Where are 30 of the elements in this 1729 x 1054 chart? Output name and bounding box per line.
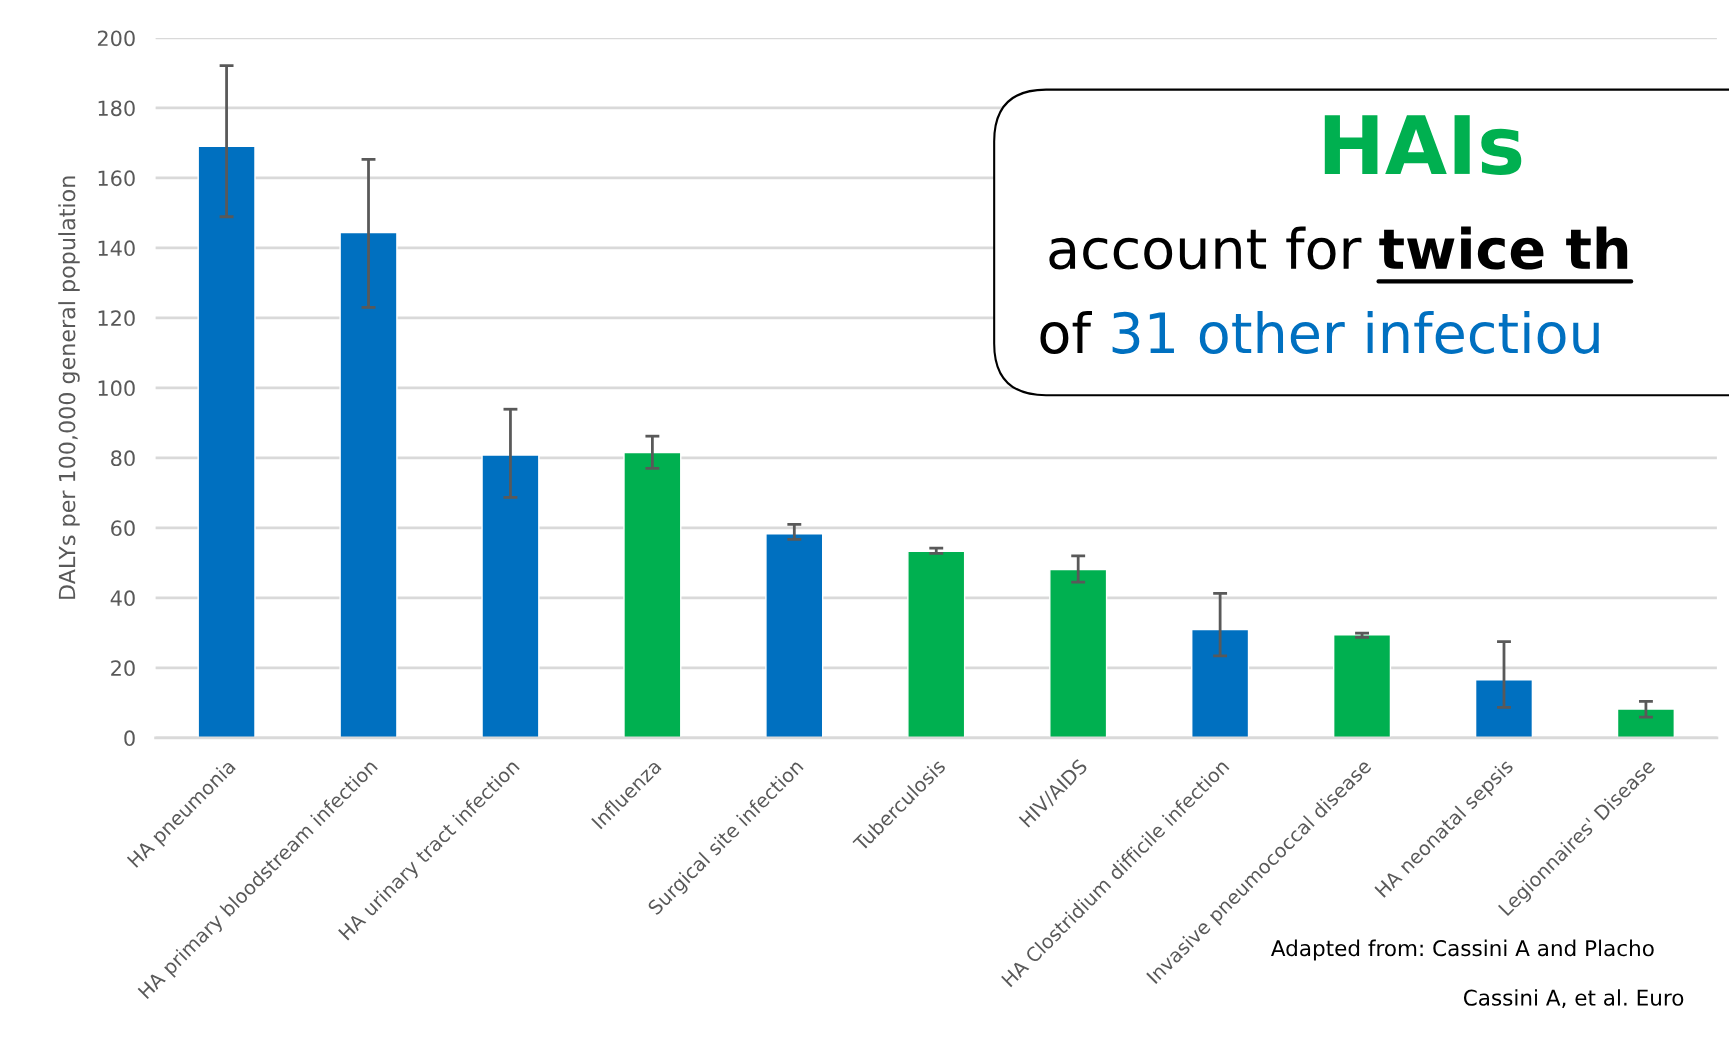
y-axis-title: DALYs per 100,000 general population [58, 176, 80, 599]
bar [197, 145, 256, 738]
y-tick-label: 100 [98, 380, 135, 397]
bar [907, 550, 966, 738]
bar [1474, 679, 1534, 738]
y-tick-label: 120 [98, 310, 135, 327]
annotation: of [1040, 310, 1093, 354]
annotation: twice th [1379, 226, 1628, 270]
y-tick-label: 20 [111, 660, 135, 677]
y-tick-label: 140 [98, 240, 135, 257]
annotation: account for [1049, 226, 1362, 270]
annotation: HAIs [1324, 115, 1522, 176]
bar [1191, 628, 1250, 738]
bar [1616, 708, 1676, 738]
bar [339, 231, 398, 738]
bar [1049, 568, 1108, 738]
y-tick-label: 180 [98, 100, 135, 117]
y-tick-label: 60 [111, 520, 135, 537]
bar [481, 454, 540, 738]
text: Cassini A, et al. Euro [1463, 989, 1684, 1009]
y-tick-label: 160 [98, 170, 135, 187]
text: Adapted from: Cassini A and Placho [1270, 939, 1654, 961]
y-tick-label: 40 [110, 590, 135, 607]
annotation: 31 other infectiou [1112, 310, 1599, 354]
y-tick-label: 0 [124, 730, 135, 747]
bar [765, 533, 824, 738]
bar [623, 451, 682, 738]
bar [1332, 634, 1392, 738]
y-tick-label: 80 [111, 450, 135, 467]
y-tick-label: 200 [97, 30, 135, 47]
